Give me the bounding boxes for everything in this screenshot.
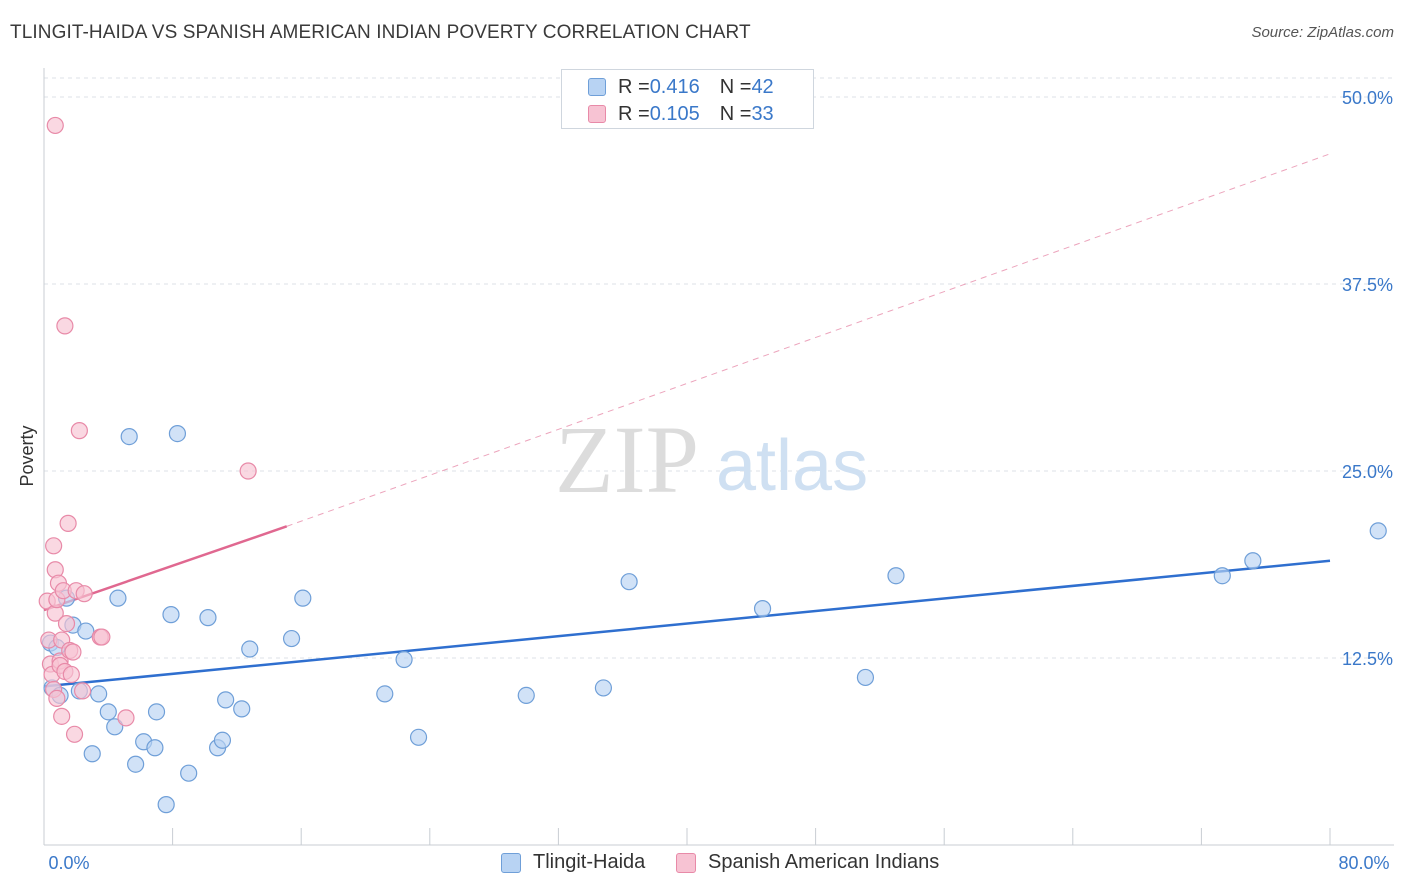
point-tlingit-haida [77, 622, 95, 640]
series-legend-spanish-american-indians[interactable]: Spanish American Indians [676, 851, 939, 874]
point-tlingit-haida [282, 629, 301, 648]
point-tlingit-haida [294, 589, 312, 607]
legend-n-value: 42 [751, 75, 774, 98]
legend-swatch-blue [501, 852, 521, 873]
point-tlingit-haida [409, 728, 428, 746]
x-axis-ticks [43, 828, 1331, 845]
watermark-atlas: atlas [716, 426, 868, 506]
point-spanish-american-indians [64, 643, 82, 661]
point-tlingit-haida [180, 764, 198, 782]
point-spanish-american-indians [46, 116, 64, 135]
y-tick-label: 37.5% [1342, 275, 1393, 295]
point-tlingit-haida [376, 685, 394, 703]
point-tlingit-haida [83, 745, 101, 763]
point-tlingit-haida [620, 573, 638, 591]
chart-title: TLINGIT-HAIDA VS SPANISH AMERICAN INDIAN… [10, 22, 751, 43]
legend-row-spanish-american-indians: R = 0.105 N = 33 [588, 101, 774, 127]
legend-n-label: N = [719, 102, 752, 125]
y-axis-label: Poverty [17, 425, 37, 486]
gridlines [44, 77, 1394, 659]
point-tlingit-haida [594, 679, 613, 697]
data-points [38, 116, 1387, 814]
point-tlingit-haida [1369, 522, 1387, 540]
point-spanish-american-indians [57, 614, 76, 633]
point-spanish-american-indians [117, 709, 135, 727]
point-spanish-american-indians [65, 725, 84, 743]
legend-n-label: N = [719, 75, 752, 98]
point-tlingit-haida [753, 600, 772, 618]
trend-line-tlingit-haida [43, 559, 1331, 688]
point-spanish-american-indians [48, 689, 66, 707]
point-tlingit-haida [162, 606, 180, 624]
point-spanish-american-indians [53, 707, 71, 725]
x-tick-label-max: 80.0% [1338, 853, 1389, 873]
legend-r-value: 0.105 [649, 102, 700, 125]
legend-n-value: 33 [751, 102, 774, 125]
series-legend: Tlingit-Haida Spanish American Indians [0, 851, 1406, 879]
point-tlingit-haida [99, 703, 117, 721]
point-tlingit-haida [127, 755, 145, 773]
point-tlingit-haida [233, 700, 251, 718]
legend-swatch-pink [676, 852, 696, 873]
legend-r-label: R = [618, 102, 650, 125]
point-spanish-american-indians [62, 665, 80, 684]
legend-swatch-pink [588, 105, 606, 123]
point-tlingit-haida [395, 650, 413, 669]
point-tlingit-haida [106, 718, 124, 736]
point-tlingit-haida [217, 691, 235, 709]
point-tlingit-haida [147, 703, 166, 721]
watermark-zip: ZIP [555, 406, 699, 513]
point-tlingit-haida [109, 589, 127, 607]
point-tlingit-haida [1213, 567, 1231, 585]
point-tlingit-haida [146, 739, 164, 757]
trend-line-spanish-american-indians-extension [286, 153, 1331, 527]
point-spanish-american-indians [59, 514, 77, 532]
point-spanish-american-indians [45, 537, 63, 555]
watermark: ZIP atlas [555, 406, 868, 513]
series-legend-tlingit-haida[interactable]: Tlingit-Haida [501, 851, 645, 874]
point-tlingit-haida [90, 685, 108, 703]
point-spanish-american-indians [73, 682, 92, 700]
source-label: Source: ZipAtlas.com [1251, 24, 1394, 41]
legend-swatch-blue [588, 78, 606, 96]
y-tick-label: 25.0% [1342, 462, 1393, 482]
legend-r-value: 0.416 [649, 75, 700, 98]
y-tick-label: 12.5% [1342, 649, 1393, 669]
legend-r-label: R = [618, 75, 650, 98]
y-tick-label: 50.0% [1342, 88, 1393, 108]
point-tlingit-haida [241, 640, 259, 658]
point-tlingit-haida [1244, 552, 1262, 570]
point-spanish-american-indians [56, 317, 74, 335]
point-tlingit-haida [168, 425, 187, 443]
legend-row-tlingit-haida: R = 0.416 N = 42 [588, 74, 774, 100]
point-spanish-american-indians [75, 585, 93, 603]
point-spanish-american-indians [239, 462, 257, 480]
point-tlingit-haida [213, 731, 232, 749]
point-tlingit-haida [199, 609, 217, 627]
point-tlingit-haida [157, 796, 175, 814]
x-tick-label-min: 0.0% [48, 853, 89, 873]
point-tlingit-haida [120, 427, 138, 446]
point-spanish-american-indians [70, 422, 88, 440]
point-tlingit-haida [856, 668, 875, 687]
correlation-legend: R = 0.416 N = 42 R = 0.105 N = 33 [561, 69, 814, 129]
y-tick-labels: 12.5% 25.0% 37.5% 50.0% [1342, 88, 1393, 669]
series-legend-label: Spanish American Indians [708, 851, 940, 873]
point-spanish-american-indians [93, 628, 111, 646]
point-tlingit-haida [887, 567, 905, 585]
series-legend-label: Tlingit-Haida [533, 851, 646, 873]
point-tlingit-haida [517, 686, 535, 705]
